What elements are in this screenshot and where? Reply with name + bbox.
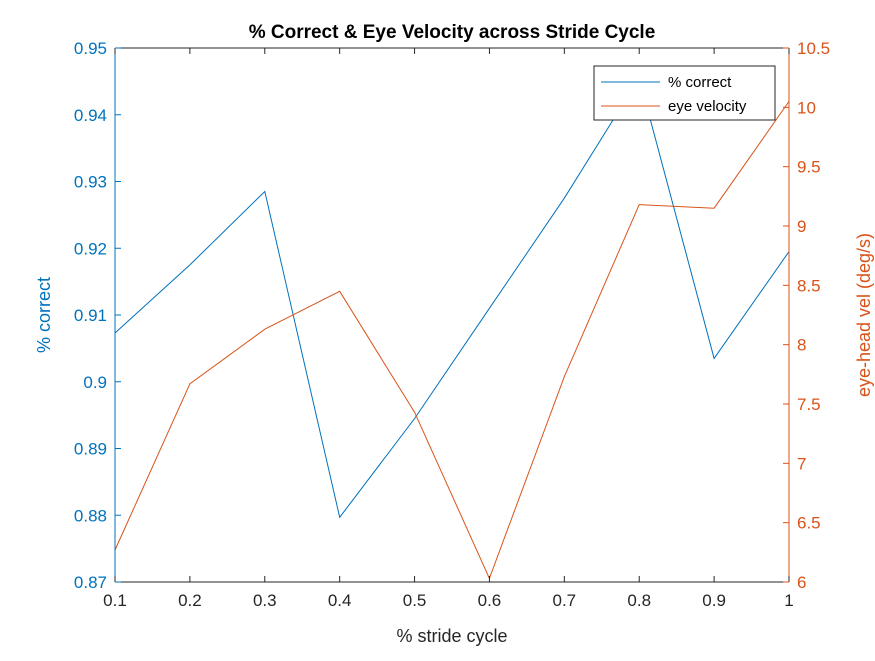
x-tick-label: 1 xyxy=(784,591,793,610)
x-tick-label: 0.7 xyxy=(553,591,577,610)
x-tick-label: 0.6 xyxy=(478,591,502,610)
x-tick-label: 0.5 xyxy=(403,591,427,610)
x-tick-label: 0.2 xyxy=(178,591,202,610)
right-y-tick-label: 10.5 xyxy=(797,39,830,58)
right-y-tick-label: 8 xyxy=(797,336,806,355)
left-y-tick-label: 0.94 xyxy=(74,106,107,125)
right-y-tick-label: 9 xyxy=(797,217,806,236)
right-y-tick-label: 7.5 xyxy=(797,395,821,414)
legend: % correct eye velocity xyxy=(594,66,775,120)
right-y-tick-label: 6 xyxy=(797,573,806,592)
left-y-tick-label: 0.92 xyxy=(74,239,107,258)
left-y-tick-label: 0.87 xyxy=(74,573,107,592)
legend-entry-percent-correct: % correct xyxy=(668,74,732,91)
x-axis-label: % stride cycle xyxy=(396,626,507,646)
plot-background xyxy=(115,48,789,582)
left-y-axis-label: % correct xyxy=(34,277,54,353)
x-tick-label: 0.8 xyxy=(627,591,651,610)
left-y-tick-label: 0.88 xyxy=(74,506,107,525)
right-y-tick-label: 7 xyxy=(797,454,806,473)
chart-title: % Correct & Eye Velocity across Stride C… xyxy=(249,22,656,43)
x-tick-label: 0.3 xyxy=(253,591,277,610)
left-y-tick-label: 0.89 xyxy=(74,440,107,459)
legend-entry-eye-velocity: eye velocity xyxy=(668,98,747,115)
right-y-tick-label: 8.5 xyxy=(797,276,821,295)
left-y-tick-label: 0.93 xyxy=(74,173,107,192)
left-y-tick-label: 0.91 xyxy=(74,306,107,325)
x-tick-label: 0.1 xyxy=(103,591,127,610)
x-tick-label: 0.9 xyxy=(702,591,726,610)
x-tick-label: 0.4 xyxy=(328,591,352,610)
left-y-tick-label: 0.95 xyxy=(74,39,107,58)
right-y-axis-label: eye-head vel (deg/s) xyxy=(854,233,874,397)
left-y-tick-label: 0.9 xyxy=(83,373,107,392)
right-y-tick-label: 9.5 xyxy=(797,158,821,177)
right-y-tick-label: 6.5 xyxy=(797,514,821,533)
right-y-tick-label: 10 xyxy=(797,98,816,117)
